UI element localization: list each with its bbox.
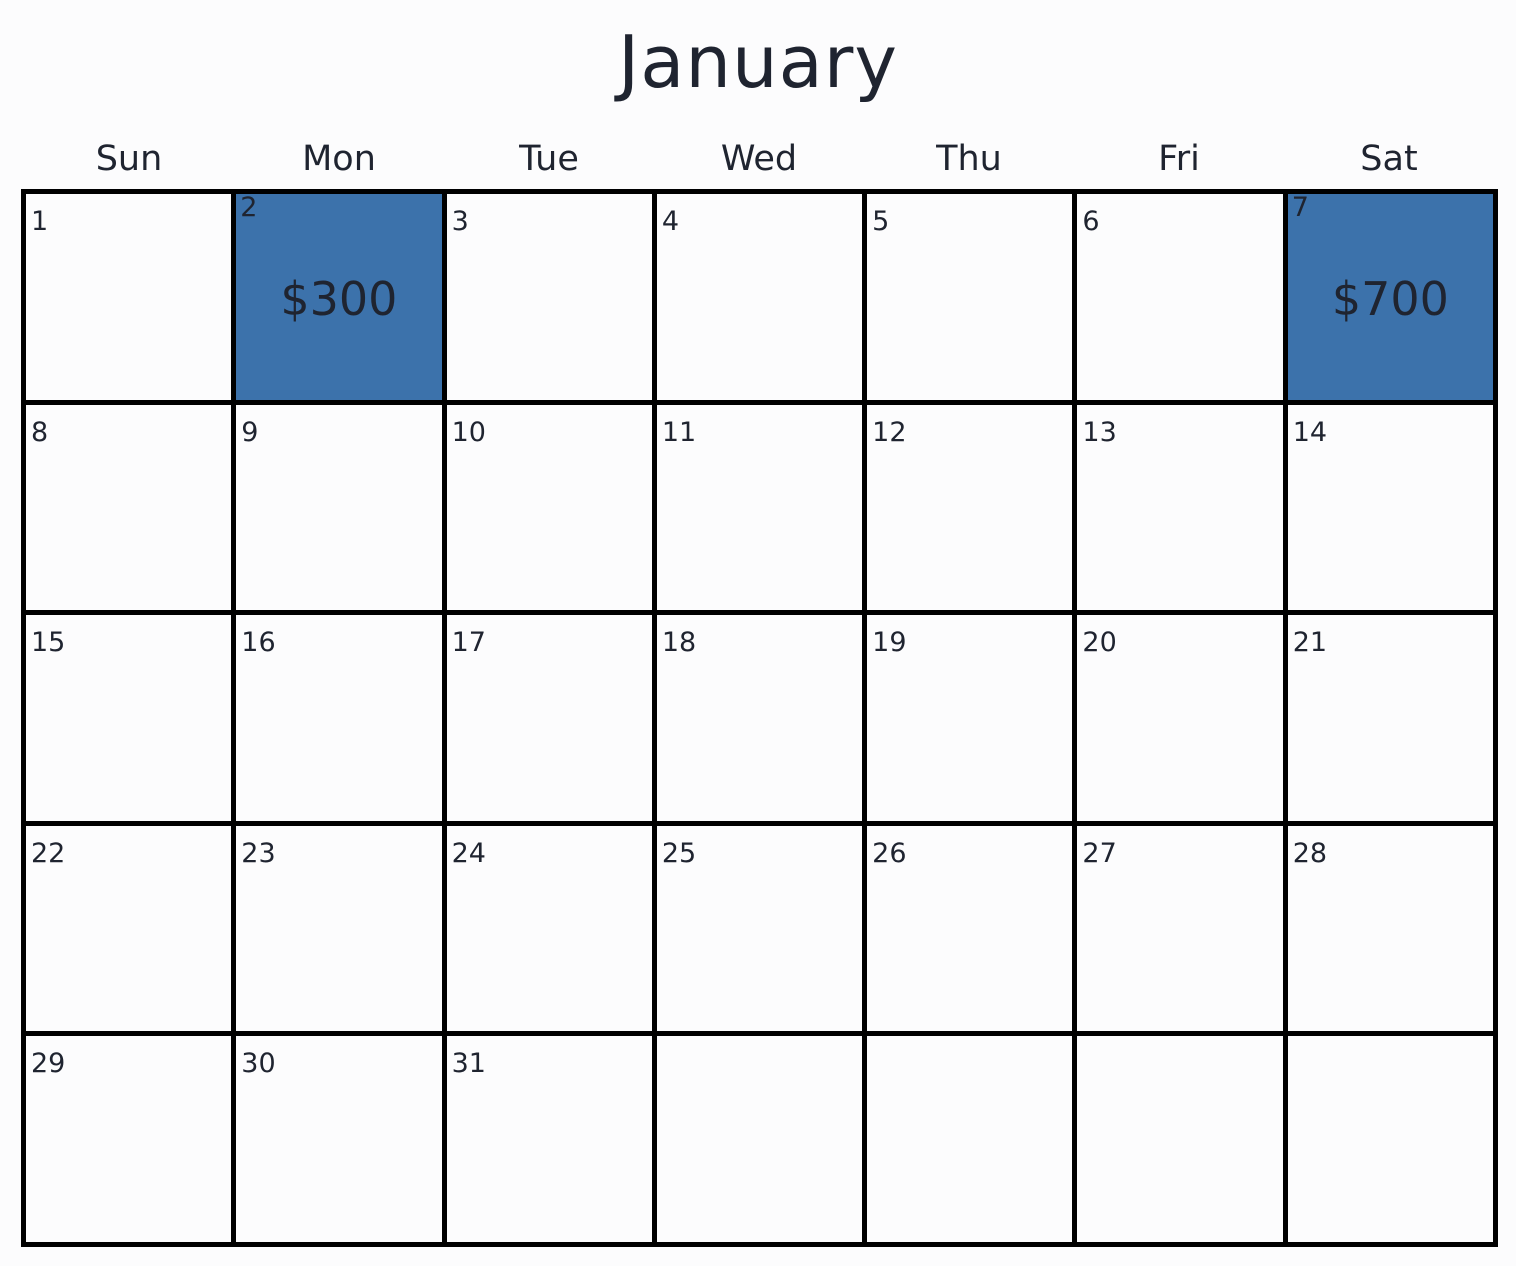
day-number: 9 (241, 416, 259, 448)
day-cell[interactable]: 8 (26, 404, 232, 611)
day-number: 21 (1292, 627, 1328, 659)
day-number: 10 (451, 416, 486, 448)
day-number: 15 (31, 627, 66, 659)
day-number: 31 (451, 1048, 486, 1080)
empty-day-cell (1287, 1036, 1493, 1242)
day-number: 19 (872, 627, 907, 659)
empty-day-cell (656, 1036, 863, 1242)
day-number: 22 (31, 837, 66, 869)
day-amount: $300 (280, 272, 398, 326)
weekday-label-sun: Sun (95, 139, 163, 179)
day-number: 8 (31, 416, 49, 448)
day-cell[interactable]: 6 (1077, 194, 1283, 400)
day-cell[interactable]: 11 (656, 404, 863, 611)
day-cell[interactable]: 19 (867, 615, 1073, 821)
day-cell[interactable]: 5 (867, 194, 1073, 400)
day-cell[interactable]: 7 $700 (1287, 194, 1493, 400)
day-number: 24 (451, 837, 486, 869)
weekday-label-wed: Wed (720, 139, 798, 179)
day-number: 20 (1082, 627, 1117, 659)
empty-day-cell (1077, 1036, 1283, 1242)
day-cell[interactable]: 29 (26, 1036, 232, 1242)
weekday-label-fri: Fri (1158, 139, 1200, 179)
day-number: 2 (240, 194, 258, 223)
day-cell[interactable]: 4 (656, 194, 863, 400)
day-cell[interactable]: 31 (446, 1036, 652, 1242)
day-number: 4 (661, 206, 680, 237)
day-cell[interactable]: 16 (236, 615, 442, 821)
day-number: 3 (451, 206, 469, 237)
weekday-header-row: Sun Mon Tue Wed Thu Fri Sat (24, 136, 1494, 182)
day-cell[interactable]: 10 (446, 404, 652, 611)
day-cell[interactable]: 17 (446, 615, 652, 821)
day-cell[interactable]: 9 (236, 404, 442, 611)
day-number: 29 (31, 1048, 66, 1080)
day-number: 13 (1082, 416, 1117, 448)
day-number: 12 (872, 416, 907, 448)
day-cell[interactable]: 14 (1287, 404, 1493, 611)
day-cell[interactable]: 30 (236, 1036, 442, 1242)
day-number: 27 (1082, 837, 1117, 869)
day-cell[interactable]: 2 $300 (236, 194, 442, 400)
weekday-label-tue: Tue (519, 139, 579, 179)
day-number: 7 (1291, 194, 1309, 223)
day-number: 18 (661, 627, 697, 659)
calendar-grid: 1 2 $300 3 4 5 6 7 $700 8 9 10 11 12 13 14 15 16 17 18 19 20 2… (21, 189, 1498, 1247)
day-cell[interactable]: 18 (656, 615, 863, 821)
day-number: 30 (241, 1048, 276, 1080)
day-cell[interactable]: 1 (26, 194, 232, 400)
day-number: 23 (241, 837, 276, 869)
day-number: 1 (31, 206, 49, 237)
day-cell[interactable]: 21 (1287, 615, 1493, 821)
day-cell[interactable]: 15 (26, 615, 232, 821)
day-number: 14 (1292, 416, 1328, 448)
day-cell[interactable]: 25 (656, 825, 863, 1032)
day-cell[interactable]: 22 (26, 825, 232, 1032)
day-cell[interactable]: 12 (867, 404, 1073, 611)
day-number: 16 (241, 627, 276, 659)
day-cell[interactable]: 20 (1077, 615, 1283, 821)
day-cell[interactable]: 23 (236, 825, 442, 1032)
weekday-label-mon: Mon (302, 139, 376, 179)
day-number: 5 (872, 206, 890, 237)
day-cell[interactable]: 24 (446, 825, 652, 1032)
day-cell[interactable]: 27 (1077, 825, 1283, 1032)
day-number: 17 (451, 627, 486, 659)
day-number: 11 (661, 416, 697, 448)
day-number: 26 (872, 837, 907, 869)
month-title: January (618, 20, 898, 104)
day-cell[interactable]: 26 (867, 825, 1073, 1032)
day-cell[interactable]: 3 (446, 194, 652, 400)
day-number: 28 (1292, 837, 1328, 869)
day-number: 25 (661, 837, 697, 869)
weekday-label-thu: Thu (936, 139, 1002, 179)
day-cell[interactable]: 28 (1287, 825, 1493, 1032)
weekday-label-sat: Sat (1360, 139, 1418, 179)
day-number: 6 (1082, 206, 1100, 237)
empty-day-cell (867, 1036, 1073, 1242)
day-cell[interactable]: 13 (1077, 404, 1283, 611)
day-amount: $700 (1331, 272, 1449, 326)
